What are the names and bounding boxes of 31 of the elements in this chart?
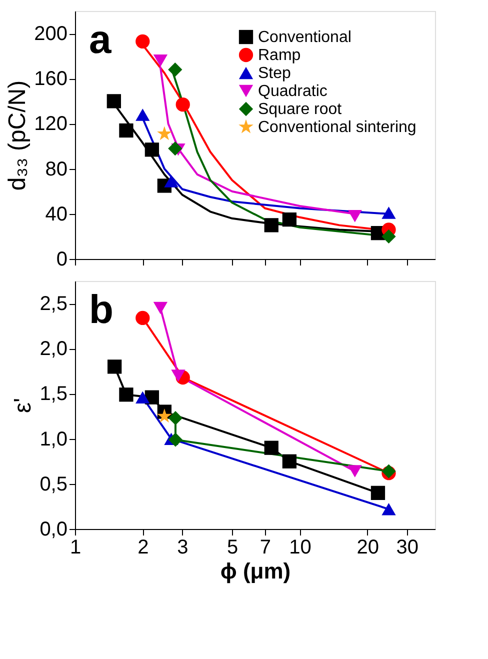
y-tick-label: 160 bbox=[34, 68, 68, 90]
y-tick-label: 0,0 bbox=[40, 518, 68, 540]
x-tick-label: 10 bbox=[289, 536, 312, 558]
x-tick-label: 20 bbox=[356, 536, 379, 558]
legend-label: Conventional sintering bbox=[258, 119, 416, 136]
annotation: b bbox=[89, 288, 114, 332]
legend-label: Conventional bbox=[258, 29, 352, 46]
y-tick-label: 0,5 bbox=[40, 473, 68, 496]
legend-label: Square root bbox=[258, 101, 342, 118]
x-tick-label: 3 bbox=[177, 536, 188, 558]
legend-label: Quadratic bbox=[258, 83, 328, 100]
y-tick-label: 1,0 bbox=[40, 428, 68, 450]
x-axis-title: ϕ (μm) bbox=[220, 558, 291, 584]
y-tick-label: 0 bbox=[56, 248, 68, 270]
y-tick-label: 2,0 bbox=[40, 338, 68, 360]
x-tick-label: 5 bbox=[227, 536, 238, 558]
x-tick-label: 30 bbox=[396, 536, 419, 558]
y-axis-title: ε' bbox=[10, 398, 37, 414]
y-axis-title: d₃₃ (pC/N) bbox=[4, 80, 32, 191]
y-tick-label: 40 bbox=[45, 203, 68, 226]
x-tick-label: 2 bbox=[138, 536, 149, 558]
y-tick-label: 1,5 bbox=[40, 383, 68, 406]
y-tick-label: 2,5 bbox=[40, 293, 68, 316]
legend-label: Ramp bbox=[258, 47, 301, 64]
annotation: a bbox=[89, 18, 112, 62]
y-tick-label: 200 bbox=[34, 23, 68, 46]
x-tick-label: 7 bbox=[260, 536, 271, 558]
x-tick-label: 1 bbox=[70, 536, 82, 558]
legend-label: Step bbox=[258, 65, 292, 82]
y-tick-label: 120 bbox=[34, 113, 68, 136]
y-tick-label: 80 bbox=[45, 158, 68, 180]
